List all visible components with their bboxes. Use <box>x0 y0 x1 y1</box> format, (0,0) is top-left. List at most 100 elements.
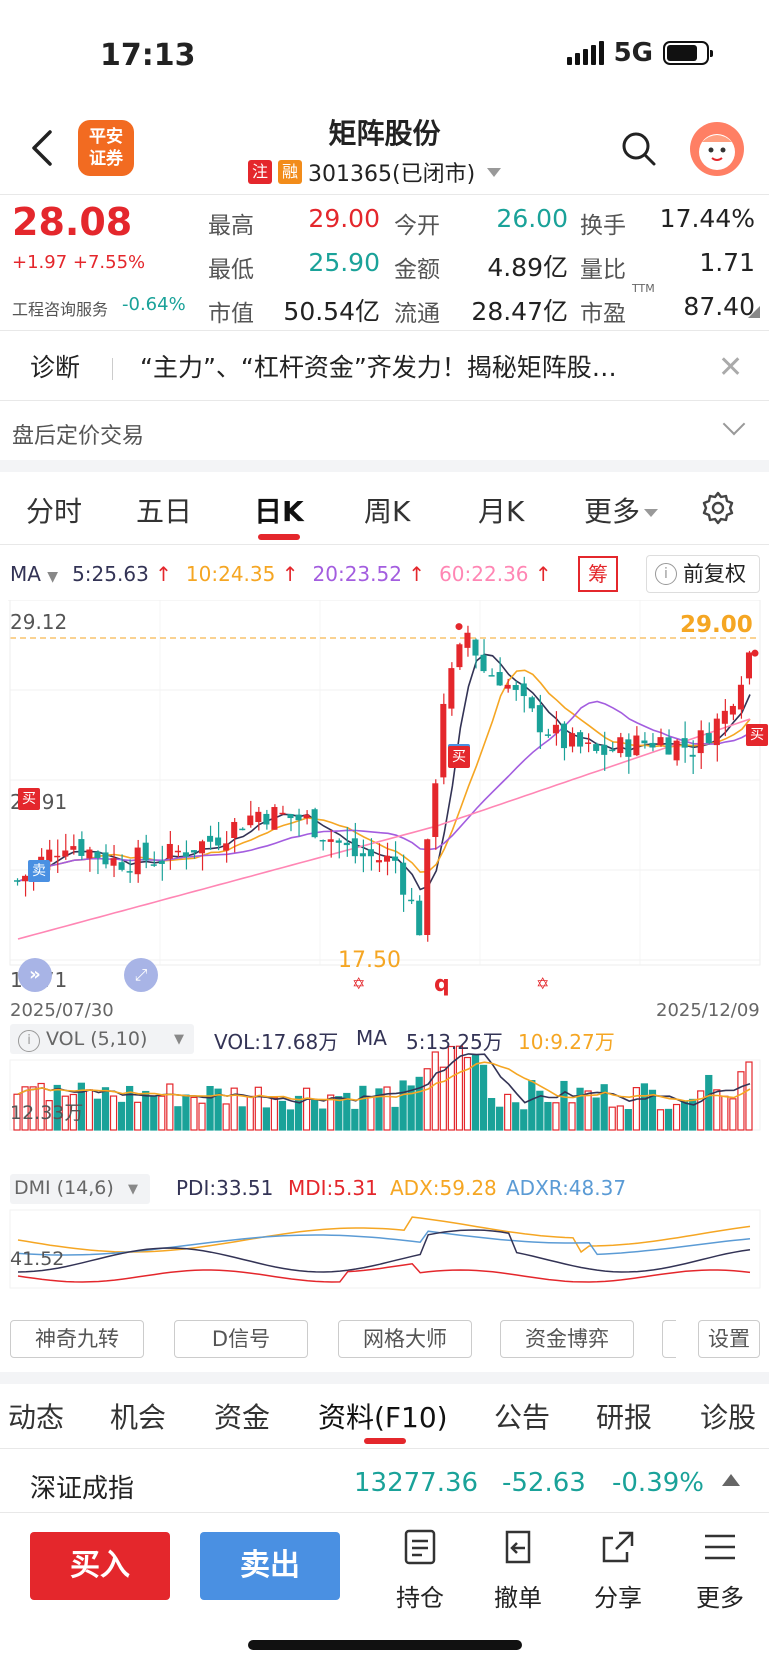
after-hours-trading[interactable]: 盘后定价交易 <box>12 424 145 449</box>
hold-button[interactable]: 持仓 <box>380 1528 460 1613</box>
info-icon: i <box>18 1030 40 1052</box>
volume-bar-up <box>504 1093 512 1131</box>
buy-signal-tag: 买 <box>746 724 768 746</box>
kline-chart[interactable] <box>0 600 769 1305</box>
tab-f10[interactable]: 资料(F10) <box>318 1401 448 1434</box>
tab-daily-k[interactable]: 日K <box>254 495 304 528</box>
candle-down <box>472 639 479 656</box>
candle-up <box>174 850 181 853</box>
volume-bar-down <box>206 1085 214 1131</box>
expand-up-icon[interactable] <box>722 1474 740 1486</box>
volume-bar-down <box>648 1089 657 1131</box>
tab-funds[interactable]: 资金 <box>214 1401 271 1434</box>
tab-intraday[interactable]: 分时 <box>26 495 83 528</box>
volume-bar-down <box>640 1083 649 1131</box>
volume-bar-up <box>713 1089 721 1131</box>
avatar[interactable] <box>690 122 744 176</box>
volume-bar-up <box>584 1090 592 1131</box>
volume-bar-up <box>21 1086 29 1131</box>
tab-five-day[interactable]: 五日 <box>136 495 193 528</box>
candle-down <box>488 675 495 677</box>
more-label: 更多 <box>696 1584 744 1612</box>
sell-button[interactable]: 卖出 <box>200 1532 340 1600</box>
candle-down <box>577 732 584 747</box>
candle-up <box>657 737 664 746</box>
tab-news[interactable]: 动态 <box>8 1401 65 1434</box>
volume-bar-up <box>729 1098 737 1131</box>
candle-down <box>102 852 109 865</box>
tool-grid-master[interactable]: 网格大师 <box>338 1320 472 1358</box>
quote-value: 1.71 <box>699 248 755 277</box>
volume-bar-up <box>134 1101 142 1131</box>
volume-bar-up <box>608 1106 616 1131</box>
candle-up <box>110 858 117 866</box>
tab-opportunity[interactable]: 机会 <box>110 1401 167 1434</box>
tab-diagnosis[interactable]: 诊股 <box>700 1401 757 1434</box>
tool-magic-nine[interactable]: 神奇九转 <box>10 1320 144 1358</box>
candle-up <box>54 855 61 858</box>
dmi-adxr: ADXR:48.37 <box>506 1176 627 1200</box>
tool-fund-game[interactable]: 资金博弈 <box>500 1320 634 1358</box>
volume-bar-up <box>632 1087 640 1131</box>
tab-monthly-k[interactable]: 月K <box>478 495 525 528</box>
tab-more[interactable]: 更多 <box>584 490 659 530</box>
fast-forward-icon[interactable]: » <box>18 958 52 992</box>
ma60-line <box>17 718 751 940</box>
tool-settings[interactable]: 设置 <box>698 1320 760 1358</box>
ma-legend[interactable]: MA ▼ 5:25.63 ↑ 10:24.35 ↑ 20:23.52 ↑ 60:… <box>10 562 552 586</box>
back-icon[interactable] <box>28 128 58 168</box>
dmi-mdi: MDI:5.31 <box>288 1176 378 1200</box>
tab-weekly-k[interactable]: 周K <box>364 495 411 528</box>
adjust-mode-button[interactable]: 前复权 <box>646 555 760 593</box>
candle-up <box>569 733 576 747</box>
chevron-down-icon[interactable] <box>722 412 746 436</box>
gear-icon[interactable] <box>700 490 736 526</box>
volume-bar-up <box>455 1045 464 1131</box>
volume-bar-up <box>166 1083 174 1131</box>
diagnosis-label[interactable]: 诊断 <box>30 353 81 382</box>
quote-value: 28.47亿 <box>471 297 568 326</box>
more-button[interactable]: 更多 <box>680 1528 760 1613</box>
volume-bar-up <box>672 1103 681 1131</box>
chevron-down-icon: ▼ <box>174 1032 184 1047</box>
volume-ma-lines <box>17 1053 751 1106</box>
candle-down <box>94 851 101 858</box>
candle-down <box>665 737 672 755</box>
search-icon[interactable] <box>620 130 658 168</box>
fullscreen-icon[interactable]: ⤢ <box>124 958 158 992</box>
quote-label: 流通 <box>394 301 440 327</box>
tab-announcements[interactable]: 公告 <box>494 1401 551 1434</box>
quote-label: 金额 <box>394 257 440 283</box>
sector-name[interactable]: 工程咨询服务 <box>12 300 109 319</box>
dmi-label: DMI (14,6) <box>14 1177 114 1199</box>
chip-distribution-button[interactable]: 筹 <box>578 556 618 592</box>
broker-logo: 平安 证券 <box>78 120 134 176</box>
volume-bar-down <box>53 1084 61 1131</box>
cancel-order-button[interactable]: 撤单 <box>478 1528 558 1613</box>
tool-more-partial[interactable] <box>662 1320 676 1358</box>
volume-bar-down <box>689 1098 697 1131</box>
volume-bar-down <box>479 1064 488 1131</box>
vol-ma10: 10:9.27万 <box>518 1030 615 1054</box>
candle-down <box>512 685 519 690</box>
tool-d-signal[interactable]: D信号 <box>174 1320 308 1358</box>
candle-up <box>375 860 382 863</box>
tab-research[interactable]: 研报 <box>596 1401 653 1434</box>
candle-up <box>713 718 720 746</box>
share-button[interactable]: 分享 <box>578 1528 658 1613</box>
buy-button[interactable]: 买入 <box>30 1532 170 1600</box>
index-name[interactable]: 深证成指 <box>30 1474 135 1504</box>
candle-down <box>207 835 214 842</box>
volume-bar-down <box>399 1080 407 1131</box>
volume-bar-down <box>471 1054 480 1131</box>
candle-down <box>625 739 632 757</box>
stock-subline[interactable]: 注 融 301365(已闭市) <box>248 156 502 188</box>
vol-indicator-selector[interactable] <box>10 1024 194 1054</box>
dmi-indicator-selector[interactable] <box>10 1174 150 1204</box>
volume-bar-up <box>254 1086 262 1131</box>
candle-down <box>190 850 197 853</box>
close-icon[interactable]: ✕ <box>718 350 744 385</box>
candle-up <box>440 703 447 778</box>
candle-down <box>335 840 342 843</box>
diagnosis-headline[interactable]: “主力”、“杠杆资金”齐发力！揭秘矩阵股… <box>140 353 617 382</box>
